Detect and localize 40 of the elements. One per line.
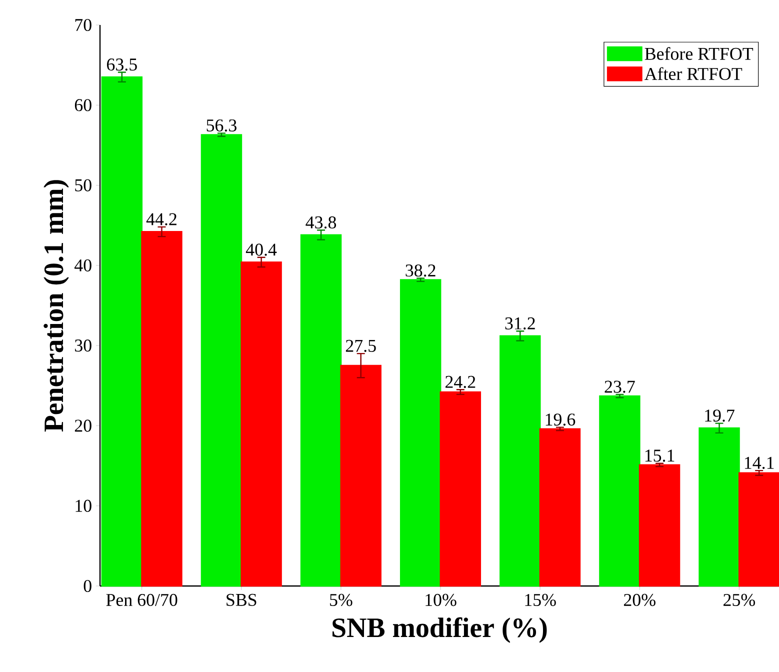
data-label: 24.2 [446,376,476,388]
data-label: 43.8 [306,216,336,229]
bar [698,427,740,587]
x-tick-label: 10% [426,594,456,606]
legend-label: Before RTFOT [644,47,754,60]
y-tick-label: 50 [75,179,92,192]
y-tick-label: 60 [74,99,92,112]
data-label: 44.2 [146,213,176,226]
y-tick-label: 70 [75,18,92,32]
bar [300,234,342,587]
bar [200,134,242,587]
x-tick-label: 25% [724,594,756,606]
data-label: 23.7 [604,380,635,393]
data-label: 31.2 [505,317,535,330]
y-axis-title: Penetration (0.1 mm) [44,180,69,432]
data-label: 27.5 [346,340,376,352]
data-label: 19.7 [705,410,734,422]
y-tick-label: 0 [84,580,92,592]
x-tick-label: 20% [624,594,656,606]
data-label: 38.2 [406,264,436,277]
x-tick-label: Pen 60/70 [106,594,178,606]
data-label: 40.4 [246,244,277,256]
y-tick-label: 40 [74,259,92,272]
data-label: 63.5 [106,58,137,71]
bar [101,76,143,587]
x-tick-label: 15% [525,594,556,606]
y-tick-label: 10 [76,500,92,512]
y-tick-label: 30 [75,340,92,352]
data-label: 56.3 [206,119,236,132]
x-tick-label: SBS [226,594,256,606]
x-axis-title: SNB modifier (%) [332,617,547,643]
y-tick-label: 20 [74,420,92,432]
data-label: 15.1 [645,450,674,462]
bar [599,395,640,587]
x-tick-label: 5% [330,594,352,606]
bar [500,335,541,587]
data-label: 14.1 [744,456,774,469]
data-label: 19.6 [546,414,576,426]
legend-label: After RTFOT [644,67,742,80]
bar [400,279,442,587]
